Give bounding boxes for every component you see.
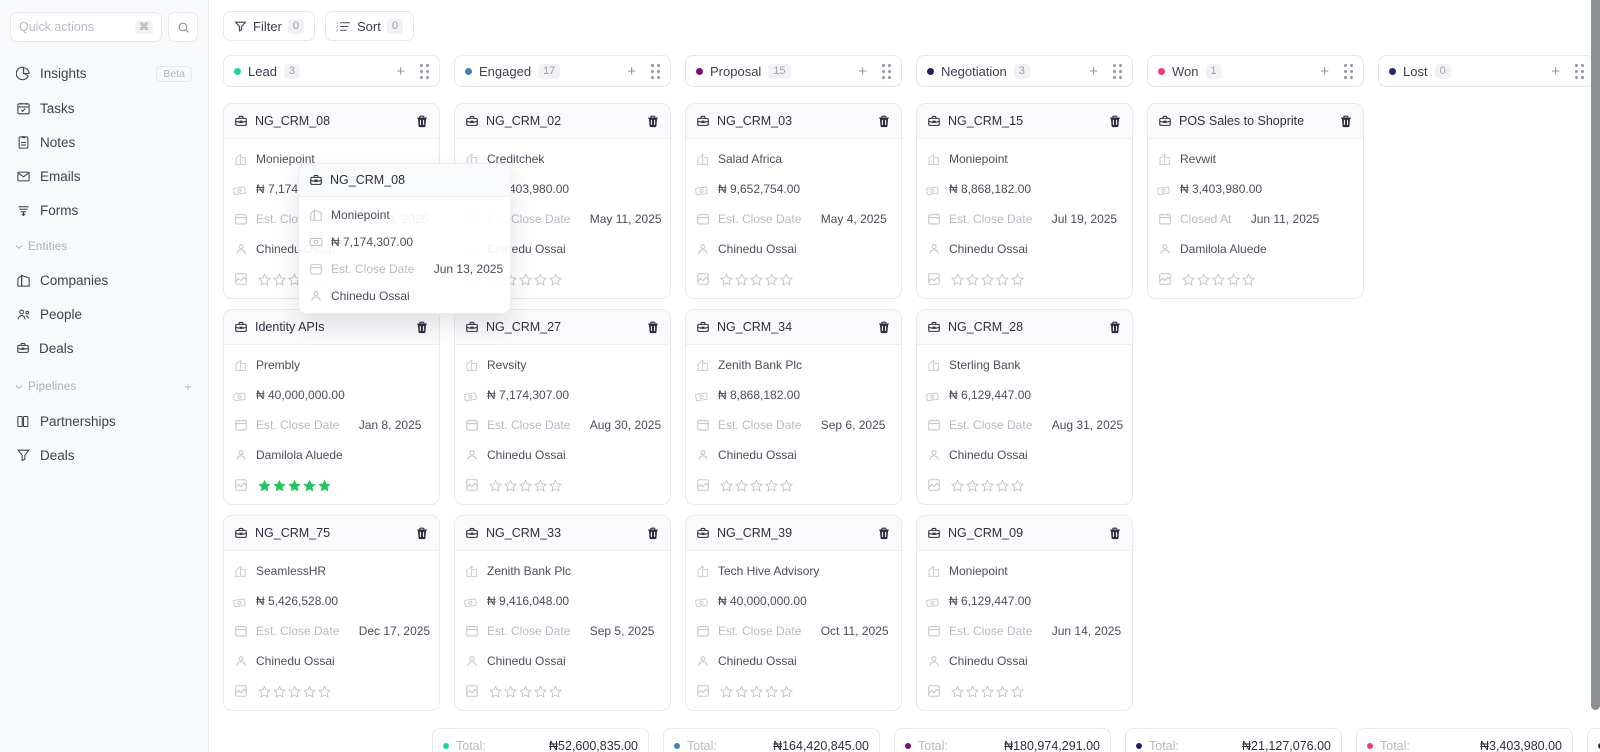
svg-text:3: 3 xyxy=(336,28,338,32)
